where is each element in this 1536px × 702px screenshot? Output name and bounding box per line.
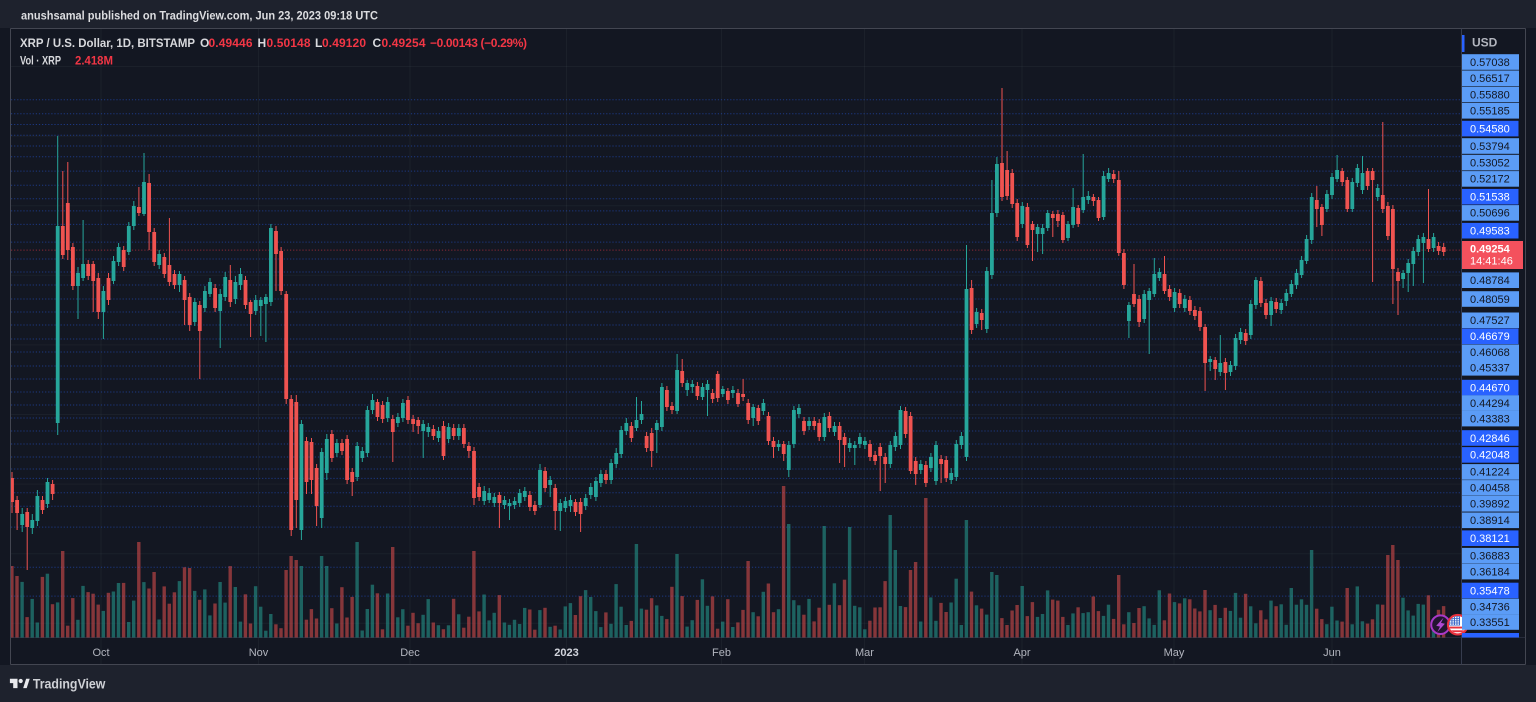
svg-text:Jun: Jun <box>1323 647 1341 659</box>
svg-text:2023: 2023 <box>554 647 578 659</box>
svg-text:0.44670: 0.44670 <box>1470 382 1510 394</box>
svg-text:0.56517: 0.56517 <box>1470 73 1510 85</box>
svg-text:0.54580: 0.54580 <box>1470 123 1510 135</box>
svg-text:May: May <box>1164 647 1185 659</box>
svg-text:Apr: Apr <box>1013 647 1030 659</box>
svg-text:Nov: Nov <box>249 647 269 659</box>
svg-text:0.55185: 0.55185 <box>1470 106 1510 118</box>
svg-text:0.53052: 0.53052 <box>1470 157 1510 169</box>
svg-text:0.41224: 0.41224 <box>1470 467 1510 479</box>
svg-text:O: O <box>200 36 209 50</box>
svg-text:0.39892: 0.39892 <box>1470 499 1510 511</box>
svg-text:2.418M: 2.418M <box>75 54 113 68</box>
svg-text:TradingView: TradingView <box>33 677 106 692</box>
svg-text:0.53794: 0.53794 <box>1470 141 1510 153</box>
svg-text:0.43383: 0.43383 <box>1470 413 1510 425</box>
svg-text:0.42048: 0.42048 <box>1470 450 1510 462</box>
svg-text:L: L <box>315 36 322 50</box>
svg-text:0.50148: 0.50148 <box>267 36 311 50</box>
svg-text:0.42846: 0.42846 <box>1470 433 1510 445</box>
svg-text:0.40458: 0.40458 <box>1470 483 1510 495</box>
svg-text:0.49583: 0.49583 <box>1470 226 1510 238</box>
svg-text:0.46068: 0.46068 <box>1470 347 1510 359</box>
svg-text:0.46679: 0.46679 <box>1470 331 1510 343</box>
svg-text:0.45337: 0.45337 <box>1470 363 1510 375</box>
svg-text:14:41:46: 14:41:46 <box>1470 255 1513 267</box>
svg-text:0.48784: 0.48784 <box>1470 275 1510 287</box>
svg-text:XRP / U.S. Dollar, 1D, BITSTAM: XRP / U.S. Dollar, 1D, BITSTAMP <box>20 36 195 50</box>
svg-text:0.49120: 0.49120 <box>322 36 366 50</box>
svg-text:0.36184: 0.36184 <box>1470 566 1510 578</box>
svg-text:Mar: Mar <box>855 647 874 659</box>
svg-text:Feb: Feb <box>712 647 731 659</box>
svg-text:0.35478: 0.35478 <box>1470 585 1510 597</box>
svg-text:0.44294: 0.44294 <box>1470 398 1510 410</box>
svg-text:Vol · XRP: Vol · XRP <box>20 54 61 68</box>
svg-text:USD: USD <box>1472 36 1498 50</box>
svg-text:0.34736: 0.34736 <box>1470 601 1510 613</box>
svg-text:0.57038: 0.57038 <box>1470 57 1510 69</box>
svg-text:0.49254: 0.49254 <box>1470 243 1511 255</box>
svg-text:0.47527: 0.47527 <box>1470 315 1510 327</box>
svg-text:0.38121: 0.38121 <box>1470 533 1510 545</box>
svg-text:−0.00143 (−0.29%): −0.00143 (−0.29%) <box>430 36 527 50</box>
svg-text:0.55880: 0.55880 <box>1470 89 1510 101</box>
svg-text:anushsamal published on Tradin: anushsamal published on TradingView.com,… <box>21 9 378 23</box>
svg-text:0.36883: 0.36883 <box>1470 551 1510 563</box>
svg-text:0.52172: 0.52172 <box>1470 174 1510 186</box>
svg-text:0.51538: 0.51538 <box>1470 192 1510 204</box>
svg-text:Oct: Oct <box>92 647 109 659</box>
svg-text:0.33551: 0.33551 <box>1470 617 1510 629</box>
svg-text:0.50696: 0.50696 <box>1470 208 1510 220</box>
svg-text:0.49254: 0.49254 <box>382 36 426 50</box>
svg-text:0.48059: 0.48059 <box>1470 294 1510 306</box>
svg-text:C: C <box>373 36 382 50</box>
svg-text:0.38914: 0.38914 <box>1470 515 1510 527</box>
svg-text:Dec: Dec <box>400 647 420 659</box>
svg-text:H: H <box>258 36 267 50</box>
svg-text:0.49446: 0.49446 <box>209 36 253 50</box>
